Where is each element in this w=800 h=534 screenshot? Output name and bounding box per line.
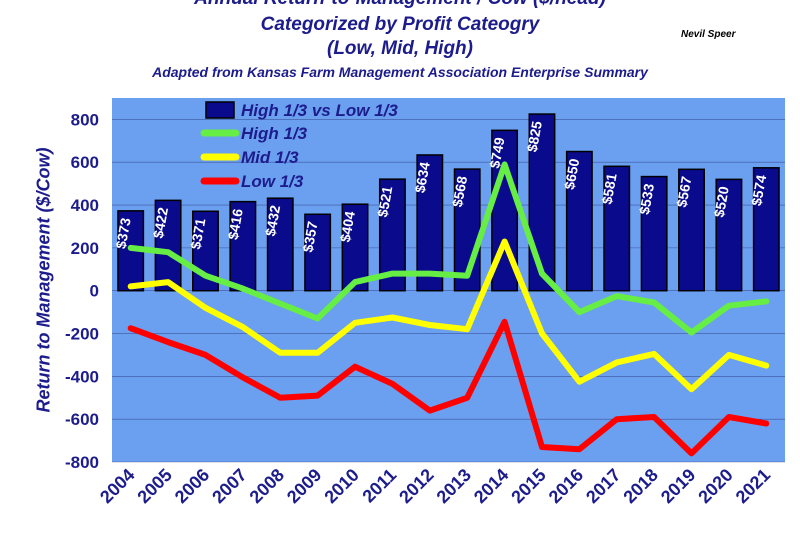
bar	[715, 178, 743, 292]
x-tick-label: 2016	[545, 465, 587, 507]
y-tick-label: 200	[71, 239, 99, 258]
bar-data-label: $749	[486, 136, 507, 170]
author-credit: Nevil Speer	[681, 29, 736, 40]
legend-label: High 1/3 vs Low 1/3	[241, 101, 398, 120]
bar	[528, 113, 556, 292]
bar	[341, 203, 369, 292]
y-tick-label: -400	[65, 367, 99, 386]
legend-swatch	[205, 101, 235, 119]
x-tick-labels: 2004200520062007200820092010201120122013…	[96, 465, 774, 507]
bar-data-label: $404	[337, 210, 358, 244]
bar	[640, 175, 668, 292]
bar-data-label: $634	[412, 160, 433, 194]
x-tick-label: 2021	[732, 465, 774, 507]
y-tick-label: 400	[71, 196, 99, 215]
x-tick-label: 2013	[433, 465, 475, 507]
x-tick-label: 2018	[620, 465, 662, 507]
bar	[304, 213, 332, 292]
bar-data-label: $567	[673, 175, 694, 209]
bar-data-label: $581	[599, 172, 620, 206]
y-tick-label: 800	[71, 110, 99, 129]
x-tick-label: 2017	[582, 465, 624, 507]
bar	[603, 165, 631, 292]
chart-title-line-3: (Low, Mid, High)	[327, 38, 473, 59]
legend: High 1/3 vs Low 1/3 High 1/3 Mid 1/3 Low 1/…	[200, 101, 398, 191]
y-tick-label: 600	[71, 153, 99, 172]
y-tick-label: -600	[65, 410, 99, 429]
bar	[752, 167, 780, 292]
gridlines	[112, 119, 785, 463]
bar-data-label: $533	[636, 182, 657, 216]
bar-data-label: $371	[187, 217, 208, 251]
bar-data-label: $357	[299, 220, 320, 254]
x-tick-label: 2006	[171, 465, 213, 507]
y-tick-label: -800	[65, 453, 99, 472]
chart-subtitle: Adapted from Kansas Farm Management Asso…	[152, 64, 648, 80]
x-tick-label: 2011	[358, 465, 400, 507]
x-tick-label: 2008	[246, 465, 288, 507]
bar-data-label: $650	[561, 157, 582, 191]
series-line	[127, 318, 770, 457]
bar-data-label: $568	[449, 175, 470, 209]
legend-label: High 1/3	[241, 124, 308, 143]
legend-label: Mid 1/3	[241, 148, 299, 167]
bar	[565, 150, 593, 292]
line-series	[127, 161, 770, 457]
bar	[416, 154, 444, 292]
bar-data-label: $825	[524, 120, 545, 154]
bar-data-label: $373	[112, 216, 133, 250]
x-tick-label: 2020	[694, 465, 736, 507]
bar-series	[117, 113, 780, 292]
bar	[266, 197, 294, 292]
y-tick-label: 0	[90, 282, 99, 301]
x-tick-label: 2009	[283, 465, 325, 507]
bar	[678, 168, 705, 292]
bar-data-label: $416	[225, 207, 246, 241]
bar-data-label: $422	[150, 206, 171, 240]
x-tick-label: 2005	[133, 465, 175, 507]
y-tick-labels: 800 600 400 200 0 -200 -400 -600 -800	[65, 110, 99, 472]
x-tick-label: 2007	[208, 465, 250, 507]
series-line	[127, 238, 770, 393]
x-tick-label: 2014	[470, 465, 512, 507]
legend-label: Low 1/3	[241, 172, 304, 191]
bar	[154, 199, 182, 292]
y-tick-label: -200	[65, 325, 99, 344]
chart-title-line-2: Categorized by Profit Cateogry	[260, 14, 540, 35]
x-tick-label: 2004	[96, 465, 138, 507]
x-tick-label: 2012	[395, 465, 437, 507]
bar-data-label: $520	[711, 185, 732, 219]
x-tick-label: 2019	[657, 465, 699, 507]
chart-title-line-1: Annual Return-to-Management / Cow ($/hea…	[0, 0, 800, 10]
bar-data-label: $432	[262, 204, 283, 238]
series-line	[127, 161, 770, 336]
bar-data-labels: $373 $422 $371 $416 $432 $357 $404 $521 $634 $568…	[112, 120, 769, 254]
x-tick-label: 2010	[320, 465, 362, 507]
x-tick-label: 2015	[507, 465, 549, 507]
bar-data-label: $521	[374, 185, 395, 219]
bar-data-label: $574	[748, 173, 769, 207]
